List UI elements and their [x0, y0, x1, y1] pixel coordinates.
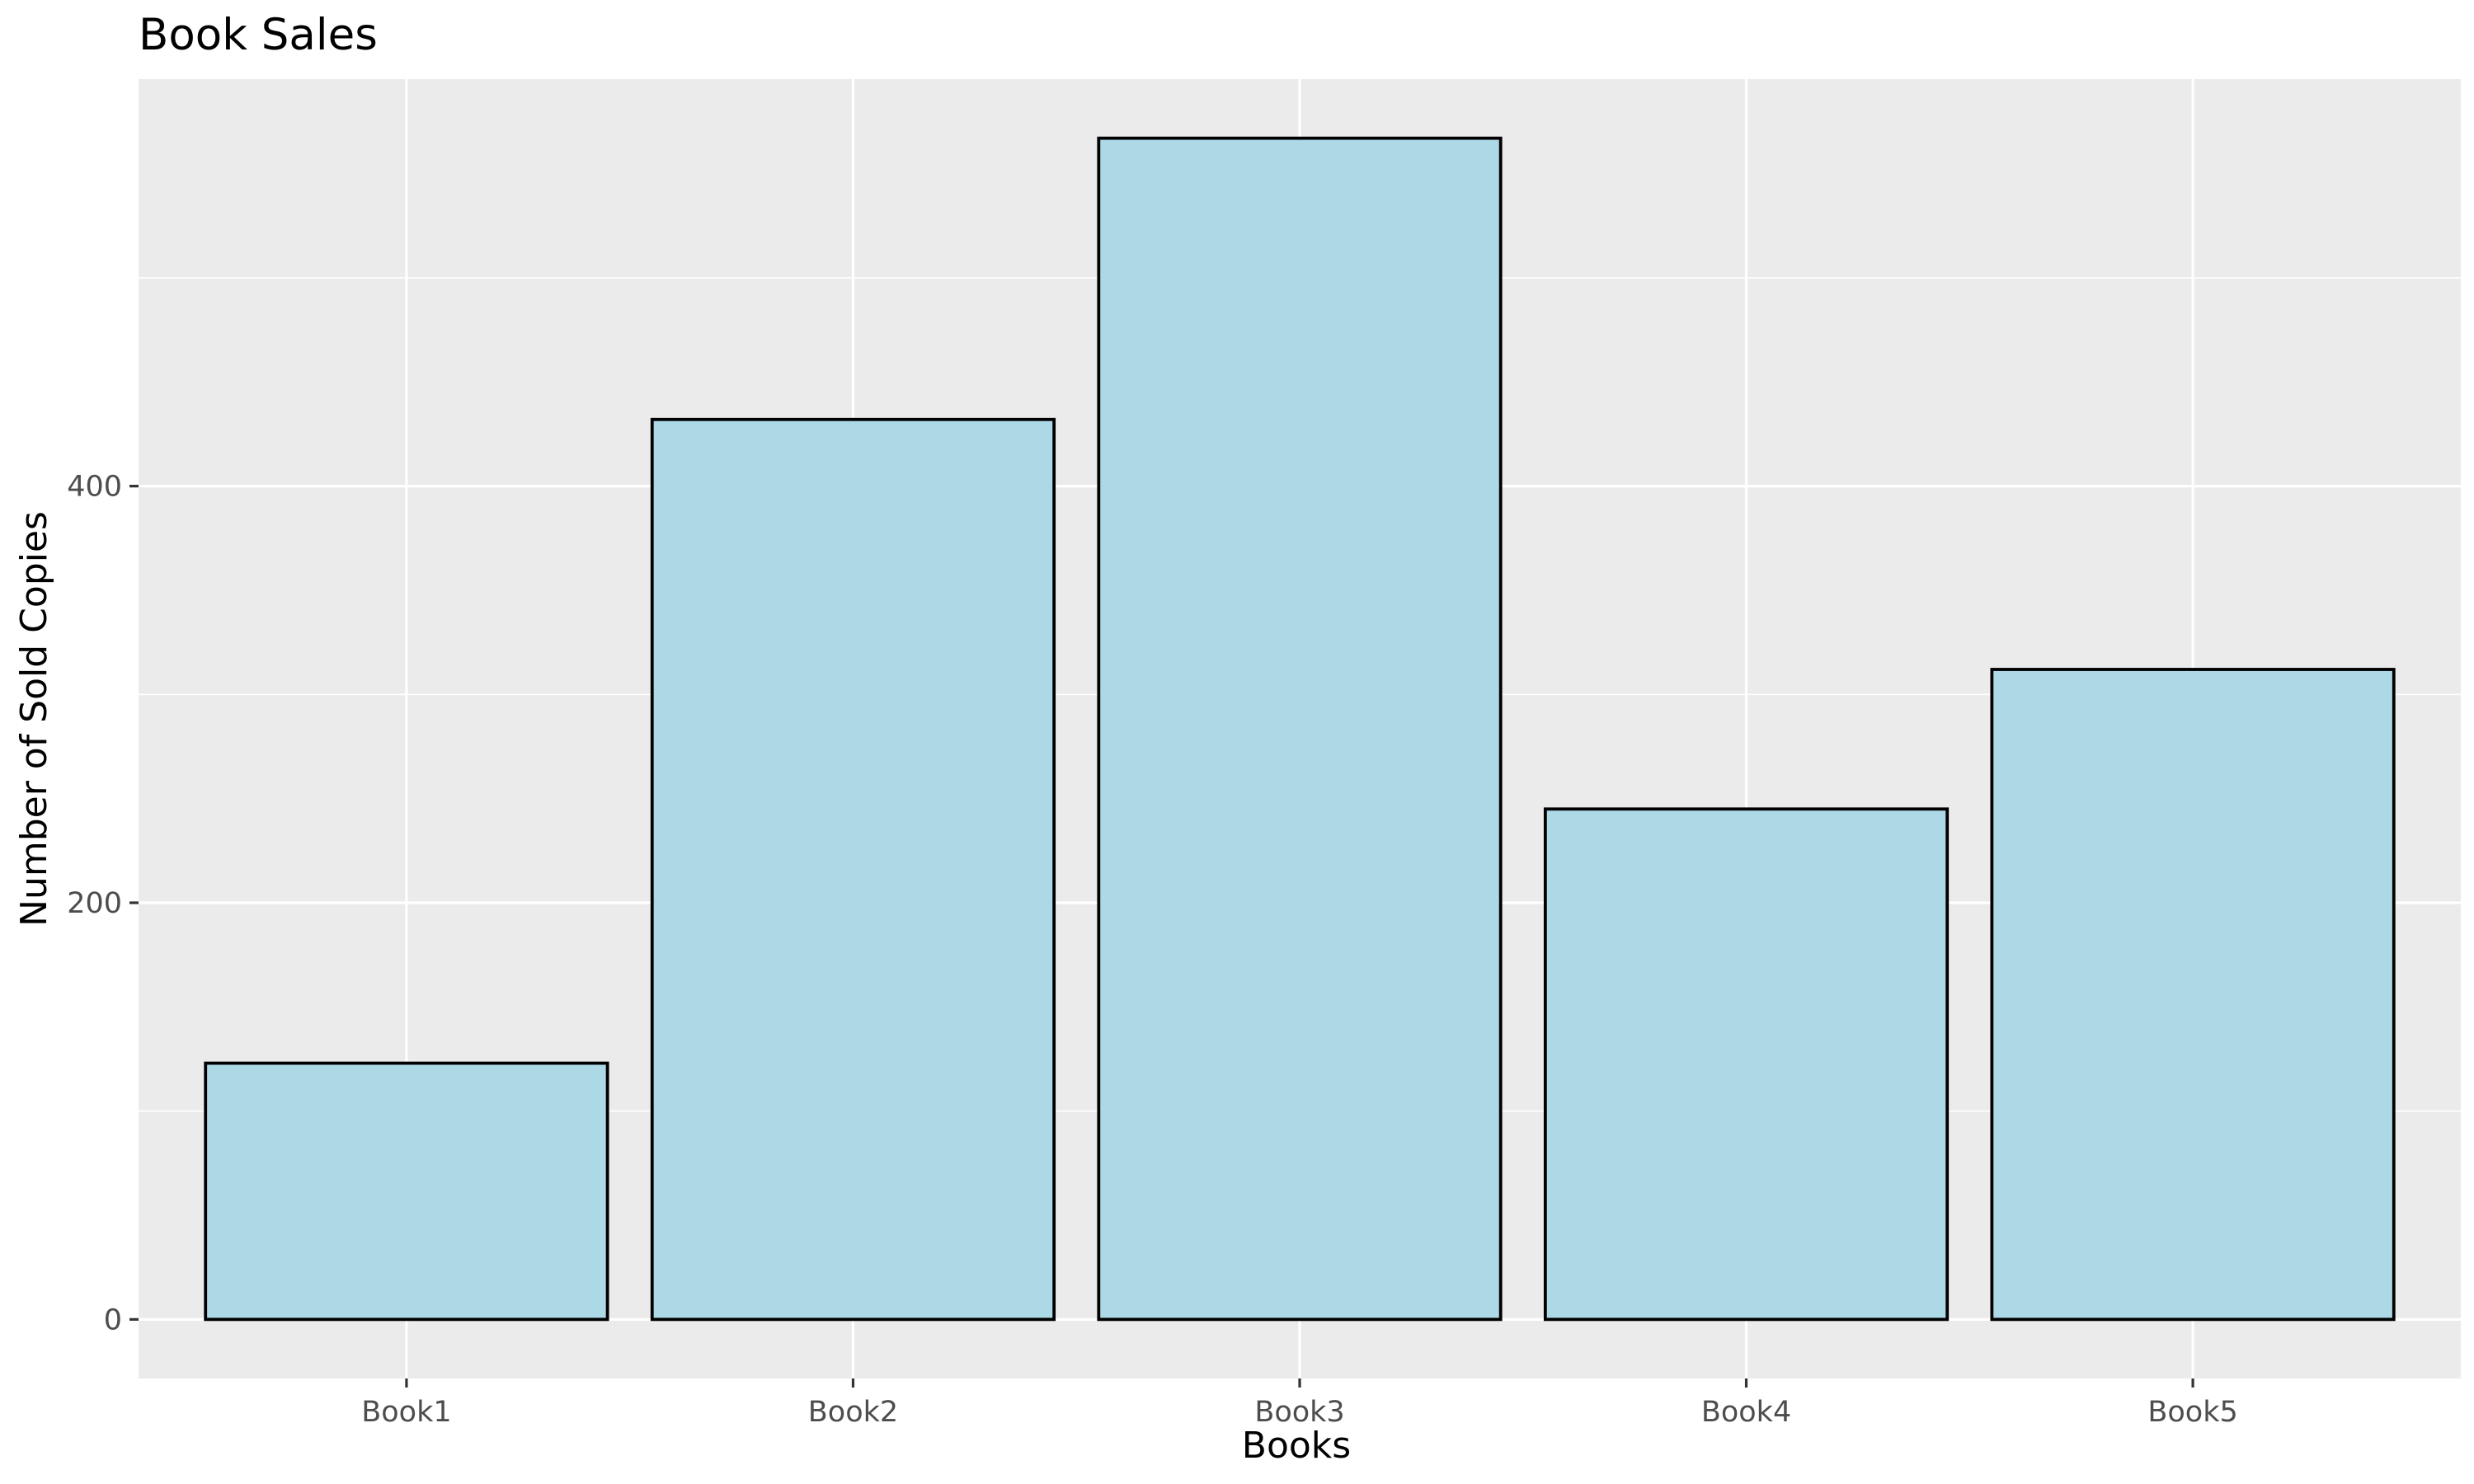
- bar-book4: [1543, 807, 1950, 1322]
- x-tick-label: Book3: [1254, 1396, 1344, 1429]
- x-tick-label: Book1: [361, 1396, 451, 1429]
- y-tick-label: 0: [104, 1303, 122, 1336]
- y-tick-label: 400: [67, 471, 122, 504]
- bars: [204, 136, 2396, 1322]
- bar-book5: [1990, 668, 2396, 1322]
- bar-book1: [204, 1061, 609, 1322]
- y-axis: 0 200 400: [67, 471, 139, 1336]
- x-axis-title: Books: [1242, 1425, 1351, 1467]
- x-tick-label: Book5: [2147, 1396, 2237, 1429]
- chart-title: Book Sales: [139, 10, 378, 60]
- x-axis: Book1 Book2 Book3 Book4 Book5: [361, 1378, 2238, 1429]
- x-tick-label: Book2: [808, 1396, 898, 1429]
- bar-book3: [1097, 136, 1503, 1322]
- y-axis-title: Number of Sold Copies: [13, 511, 55, 927]
- y-tick-label: 200: [67, 887, 122, 920]
- bar-book2: [650, 417, 1056, 1322]
- x-tick-label: Book4: [1701, 1396, 1791, 1429]
